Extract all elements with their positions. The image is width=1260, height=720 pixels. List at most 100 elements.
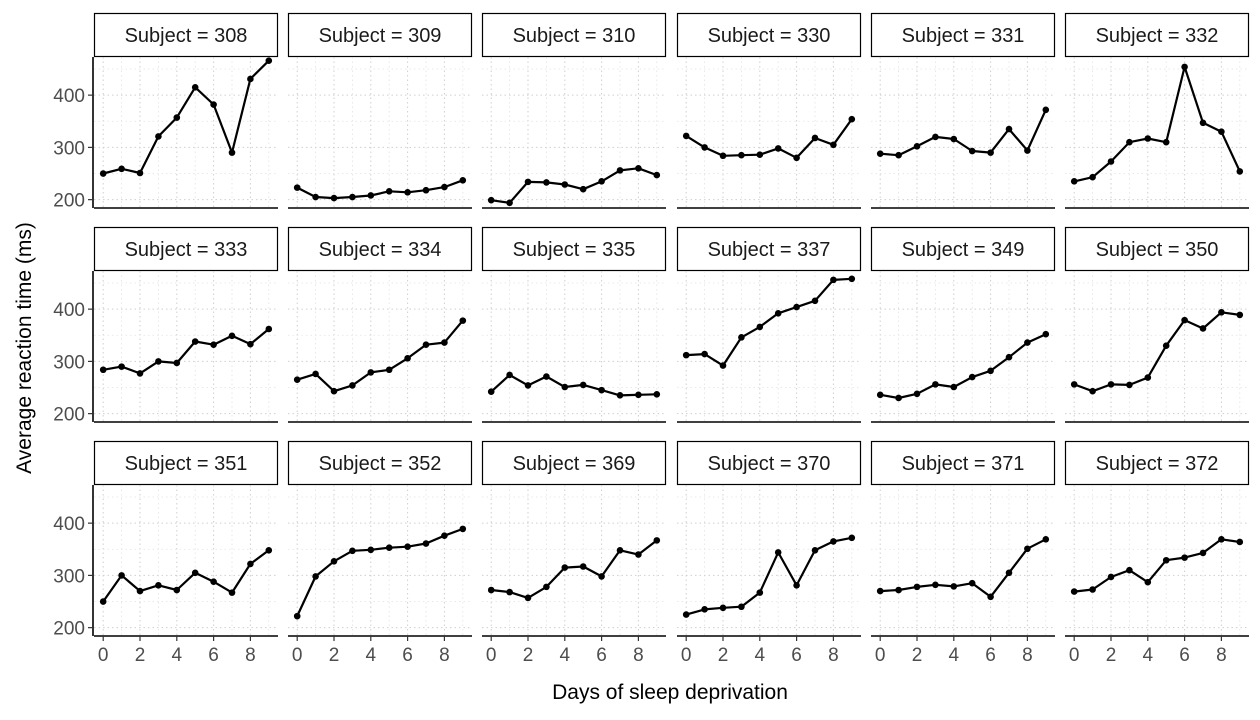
data-point [404, 543, 411, 550]
data-point [524, 178, 532, 186]
strip-box [93, 12, 279, 58]
data-point [441, 339, 448, 346]
data-point [756, 151, 764, 159]
data-point [330, 194, 338, 202]
data-point [210, 341, 217, 348]
x-tick-label: 8 [439, 645, 450, 666]
data-point [830, 538, 837, 545]
data-point [848, 275, 856, 283]
data-point [774, 310, 782, 317]
data-point [1005, 569, 1013, 577]
data-point [99, 366, 107, 374]
data-point [524, 382, 532, 389]
strip-box [481, 440, 667, 486]
data-point [830, 141, 837, 149]
x-tick-label: 6 [791, 645, 802, 666]
data-point [876, 150, 884, 157]
data-point [635, 551, 642, 558]
data-point [598, 178, 605, 185]
data-point [459, 177, 467, 184]
x-tick-label: 4 [949, 645, 960, 666]
data-point [968, 579, 976, 587]
data-point [598, 573, 605, 580]
x-tick-label: 6 [985, 645, 996, 666]
data-point [616, 547, 624, 554]
data-point [191, 84, 199, 91]
data-point [506, 371, 513, 379]
data-point [293, 184, 301, 191]
data-point [738, 151, 745, 159]
strip-box [287, 12, 473, 58]
data-point [1070, 588, 1078, 595]
data-point [876, 391, 884, 399]
data-point [1162, 342, 1170, 350]
data-point [118, 572, 125, 579]
data-point [422, 540, 430, 547]
strip-box [287, 226, 473, 272]
data-point [682, 351, 690, 359]
panel-subject-372: Subject = 372 0 2 4 6 8 [1064, 440, 1250, 666]
strip-box [1064, 12, 1250, 58]
data-point [987, 593, 994, 601]
data-point [136, 370, 144, 377]
panel-subject-331: Subject = 331 [870, 12, 1056, 209]
data-point [932, 133, 939, 141]
data-point [1024, 147, 1031, 154]
strip-label: Subject = 351 [125, 453, 248, 475]
data-point [848, 534, 856, 542]
series-line [880, 333, 1047, 400]
data-point [118, 165, 125, 173]
x-tick-label: 4 [172, 645, 183, 666]
series-line [880, 109, 1047, 157]
x-tick-label: 2 [523, 645, 534, 666]
x-tick-label: 0 [98, 645, 109, 666]
data-point [561, 383, 569, 391]
data-point [950, 583, 958, 590]
data-point [987, 367, 994, 375]
x-tick-label: 0 [875, 645, 886, 666]
data-point [579, 185, 587, 193]
series-line [686, 277, 852, 367]
x-tick-label: 6 [1179, 645, 1190, 666]
data-point [228, 589, 236, 596]
strip-box [481, 226, 667, 272]
data-point [330, 387, 338, 395]
data-point [1144, 135, 1152, 142]
series-line [685, 118, 853, 159]
y-tick-label: 400 [53, 514, 85, 535]
data-point [1218, 536, 1225, 543]
panel-subject-332: Subject = 332 [1064, 12, 1250, 209]
data-point [913, 583, 921, 591]
x-tick-label: 8 [633, 645, 644, 666]
data-point [1089, 586, 1096, 593]
data-point [1218, 128, 1225, 136]
panel-subject-308: Subject = 308 200 300 400 [53, 12, 279, 212]
strip-box [676, 12, 862, 58]
strip-label: Subject = 349 [902, 239, 1025, 261]
strip-label: Subject = 371 [902, 453, 1025, 475]
series-line [1073, 311, 1240, 393]
strip-label: Subject = 310 [513, 25, 636, 47]
data-point [579, 381, 587, 389]
data-point [932, 581, 939, 589]
data-point [701, 606, 708, 613]
panel-subject-337: Subject = 337 [676, 226, 862, 423]
strip-box [287, 440, 473, 486]
strip-box [870, 440, 1056, 486]
x-tick-label: 4 [366, 645, 377, 666]
y-tick-label: 200 [53, 191, 85, 212]
data-point [811, 134, 819, 142]
data-point [616, 392, 624, 399]
x-tick-label: 0 [486, 645, 497, 666]
strip-label: Subject = 331 [902, 25, 1025, 47]
data-point [598, 386, 605, 394]
strip-label: Subject = 330 [708, 25, 831, 47]
panel-subject-350: Subject = 350 [1064, 226, 1250, 423]
data-point [1218, 308, 1225, 316]
series-line [1073, 65, 1241, 183]
series-line [490, 373, 657, 397]
strip-label: Subject = 333 [125, 239, 248, 261]
data-point [1042, 536, 1050, 543]
data-point [830, 276, 837, 284]
